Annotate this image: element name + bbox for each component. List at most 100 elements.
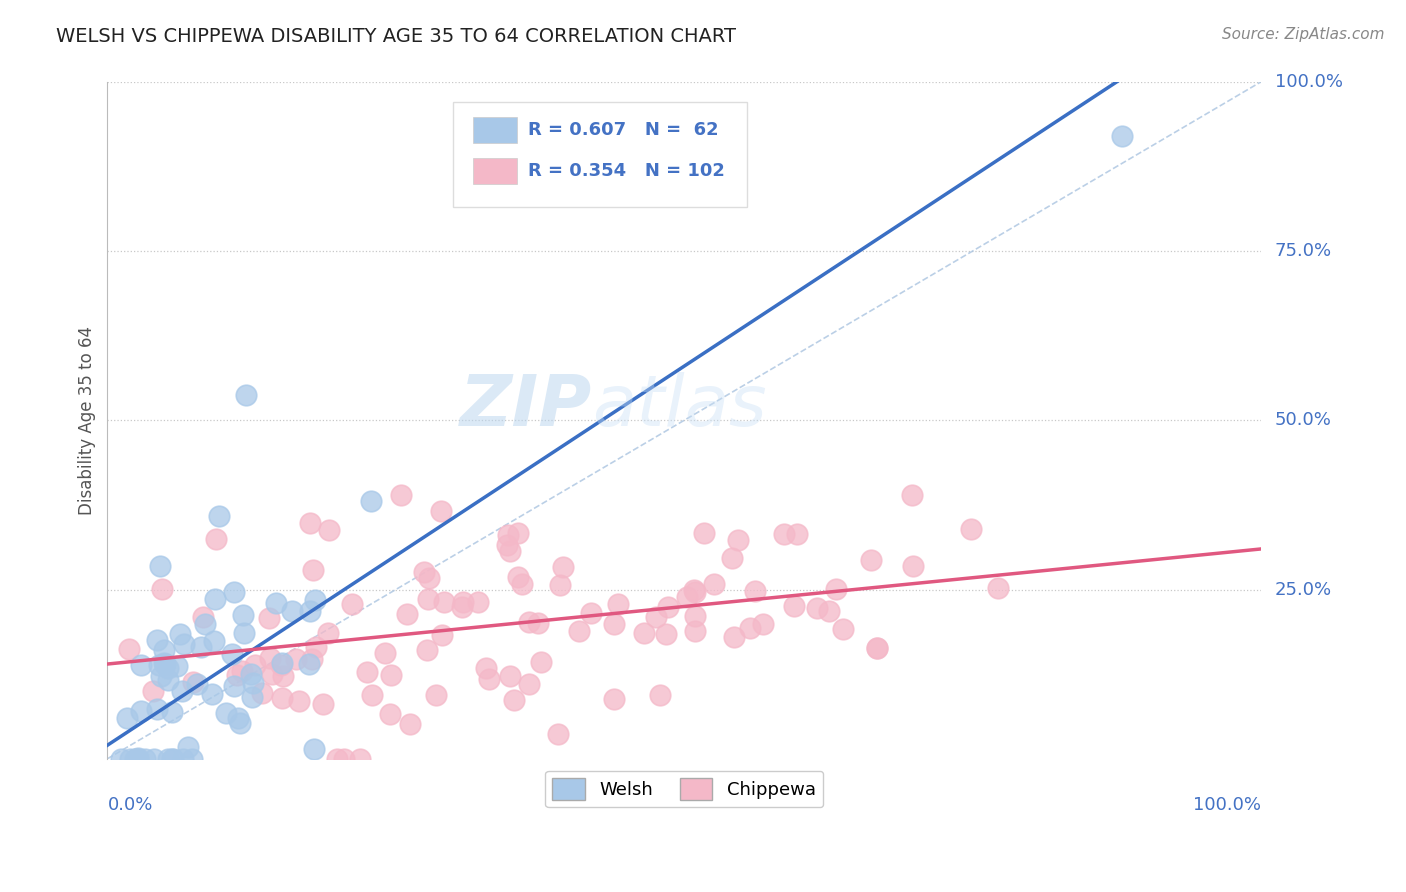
Point: [117, 711, 139, 725]
Point: [250, 686, 273, 700]
Point: [181, 752, 204, 766]
Point: [304, 592, 326, 607]
Point: [257, 611, 280, 625]
Point: [959, 522, 981, 536]
Point: [134, 752, 156, 766]
Point: [606, 597, 628, 611]
Point: [127, 751, 149, 765]
Point: [162, 752, 184, 766]
Point: [987, 581, 1010, 595]
Point: [125, 752, 148, 766]
Point: [172, 684, 194, 698]
Point: [221, 648, 243, 662]
Point: [152, 656, 174, 670]
Point: [228, 716, 250, 731]
Point: [553, 559, 575, 574]
Point: [650, 688, 672, 702]
Point: [540, 129, 562, 144]
Point: [316, 626, 339, 640]
Point: [467, 595, 489, 609]
Point: [644, 610, 666, 624]
Point: [508, 526, 530, 541]
Point: [510, 576, 533, 591]
Point: [683, 624, 706, 638]
Point: [110, 752, 132, 766]
Point: [193, 609, 215, 624]
Point: [866, 641, 889, 656]
Point: [429, 504, 451, 518]
Point: [131, 704, 153, 718]
Point: [786, 527, 808, 541]
Point: [124, 752, 146, 766]
Point: [301, 563, 323, 577]
Point: [333, 752, 356, 766]
Point: [270, 656, 292, 670]
Point: [326, 752, 349, 766]
Point: [450, 600, 472, 615]
Point: [186, 677, 208, 691]
Point: [506, 129, 529, 144]
Point: [146, 632, 169, 647]
Point: [302, 742, 325, 756]
Point: [118, 641, 141, 656]
Point: [412, 566, 434, 580]
Point: [360, 494, 382, 508]
Point: [380, 668, 402, 682]
Point: [240, 690, 263, 704]
Point: [160, 705, 183, 719]
Point: [190, 640, 212, 654]
Point: [270, 690, 292, 705]
Point: [231, 664, 253, 678]
Point: [683, 585, 706, 599]
Point: [177, 739, 200, 754]
Point: [772, 527, 794, 541]
Point: [162, 752, 184, 766]
Point: [143, 752, 166, 766]
Point: [395, 607, 418, 621]
Point: [499, 668, 522, 682]
Text: atlas: atlas: [592, 372, 766, 442]
Point: [550, 578, 572, 592]
Point: [579, 606, 602, 620]
Point: [903, 559, 925, 574]
Point: [603, 617, 626, 632]
Point: [817, 604, 839, 618]
Point: [226, 711, 249, 725]
Point: [425, 688, 447, 702]
Point: [142, 684, 165, 698]
Point: [150, 582, 173, 597]
Point: [433, 594, 456, 608]
Point: [693, 526, 716, 541]
Point: [271, 669, 294, 683]
Point: [682, 582, 704, 597]
Point: [398, 717, 420, 731]
Point: [235, 388, 257, 402]
Point: [173, 637, 195, 651]
Point: [356, 665, 378, 680]
Point: [205, 532, 228, 546]
Point: [129, 657, 152, 672]
Point: [380, 706, 402, 721]
Text: ZIP: ZIP: [460, 372, 592, 442]
Point: [215, 706, 238, 720]
Point: [298, 604, 321, 618]
Text: 25.0%: 25.0%: [1275, 581, 1331, 599]
Point: [496, 538, 519, 552]
Point: [373, 646, 395, 660]
Point: [156, 660, 179, 674]
Point: [683, 609, 706, 624]
Point: [232, 607, 254, 622]
Point: [655, 627, 678, 641]
Point: [318, 523, 340, 537]
Point: [430, 628, 453, 642]
Point: [727, 533, 749, 547]
Point: [243, 657, 266, 672]
Point: [499, 544, 522, 558]
Point: [222, 679, 245, 693]
Text: R = 0.607   N =  62: R = 0.607 N = 62: [529, 121, 718, 139]
Point: [301, 652, 323, 666]
Point: [340, 598, 363, 612]
Point: [146, 701, 169, 715]
Point: [498, 528, 520, 542]
Point: [506, 570, 529, 584]
